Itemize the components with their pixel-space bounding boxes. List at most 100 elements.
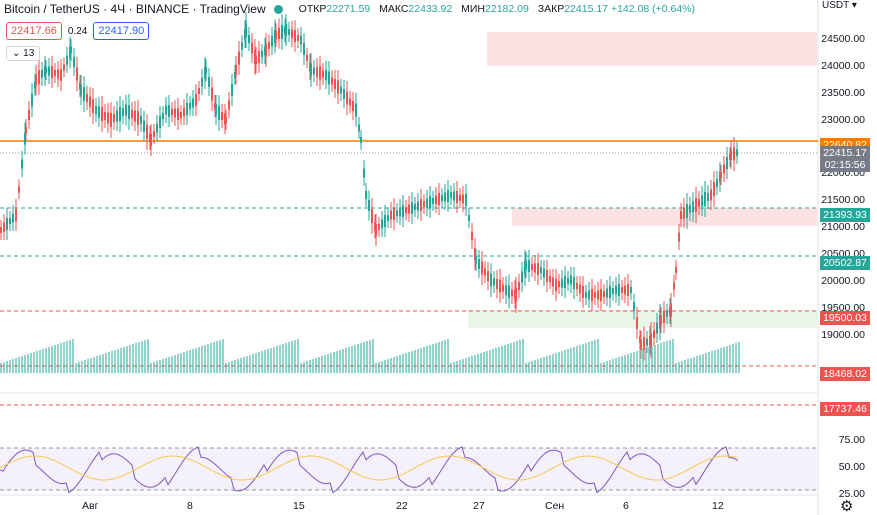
volume-bar bbox=[516, 341, 518, 373]
volume-bar bbox=[93, 357, 95, 373]
volume-bar bbox=[306, 361, 308, 373]
candle-body bbox=[83, 87, 85, 101]
candle-body bbox=[653, 330, 655, 338]
sell-button[interactable]: 22417.66 bbox=[6, 22, 62, 40]
volume-bar bbox=[66, 341, 68, 373]
volume-bar bbox=[678, 362, 680, 373]
volume-bar bbox=[423, 347, 425, 373]
candle-body bbox=[35, 74, 37, 86]
candle-body bbox=[618, 284, 620, 296]
volume-bar bbox=[111, 351, 113, 373]
candle-body bbox=[125, 104, 127, 116]
candle-body bbox=[86, 94, 88, 102]
volume-bar bbox=[537, 359, 539, 373]
volume-bar bbox=[177, 354, 179, 373]
candle-body bbox=[459, 195, 461, 201]
time-axis-label: 8 bbox=[187, 500, 193, 512]
candle-body bbox=[300, 35, 302, 45]
volume-bar bbox=[654, 345, 656, 373]
candle-body bbox=[502, 284, 504, 292]
candle-body bbox=[521, 271, 523, 283]
candle-body bbox=[3, 222, 5, 232]
price-tag: 02:15:56 bbox=[820, 158, 870, 172]
rsi-ma-line bbox=[0, 455, 739, 481]
volume-bar bbox=[459, 360, 461, 373]
candle-body bbox=[381, 219, 383, 229]
candle-body bbox=[281, 25, 283, 39]
candle-body bbox=[730, 150, 732, 160]
volume-bar bbox=[318, 357, 320, 373]
volume-bar bbox=[246, 356, 248, 373]
candle-body bbox=[636, 317, 638, 329]
candle-body bbox=[447, 190, 449, 202]
volume-bar bbox=[594, 340, 596, 373]
volume-bar bbox=[456, 361, 458, 373]
candle-body bbox=[80, 84, 82, 96]
volume-bar bbox=[108, 352, 110, 373]
candle-body bbox=[666, 311, 668, 317]
candle-body bbox=[543, 268, 545, 278]
candle-body bbox=[441, 195, 443, 201]
volume-bar bbox=[132, 344, 134, 373]
time-axis-label: Сен bbox=[545, 500, 565, 512]
settings-gear-icon[interactable]: ⚙ bbox=[840, 498, 854, 515]
candle-body bbox=[429, 196, 431, 208]
candle-body bbox=[319, 66, 321, 80]
volume-bar bbox=[438, 342, 440, 373]
candle-body bbox=[215, 104, 217, 116]
volume-bar bbox=[147, 339, 149, 373]
candle-body bbox=[303, 43, 305, 55]
candle-body bbox=[408, 204, 410, 214]
volume-bar bbox=[618, 357, 620, 373]
buy-button[interactable]: 22417.90 bbox=[93, 22, 150, 40]
volume-bar bbox=[693, 357, 695, 373]
volume-bar bbox=[216, 341, 218, 373]
candle-body bbox=[24, 132, 26, 145]
volume-bar bbox=[372, 339, 374, 373]
volume-bar bbox=[627, 354, 629, 373]
volume-bar bbox=[390, 358, 392, 373]
symbol-title[interactable]: Bitcoin / TetherUS · 4Ч · BINANCE · Trad… bbox=[4, 2, 266, 16]
candle-body bbox=[89, 96, 91, 108]
volume-bar bbox=[534, 360, 536, 373]
volume-bar bbox=[405, 353, 407, 373]
volume-bar bbox=[171, 356, 173, 373]
indicators-toggle[interactable]: ⌄ 13 bbox=[6, 46, 41, 61]
candle-body bbox=[417, 201, 419, 211]
candle-body bbox=[387, 215, 389, 221]
candle-body bbox=[600, 289, 602, 301]
volume-bar bbox=[366, 341, 368, 373]
volume-bar bbox=[669, 340, 671, 373]
chart-header: Bitcoin / TetherUS · 4Ч · BINANCE · Trad… bbox=[4, 0, 695, 18]
time-axis-label: 15 bbox=[293, 500, 305, 512]
volume-bar bbox=[75, 363, 77, 373]
candle-body bbox=[704, 192, 706, 206]
volume-bar bbox=[576, 346, 578, 373]
volume-bar bbox=[321, 356, 323, 373]
currency-select[interactable]: USDT ▾ bbox=[822, 0, 857, 11]
volume-bar bbox=[561, 351, 563, 373]
volume-bar bbox=[375, 363, 377, 373]
candle-body bbox=[174, 108, 176, 118]
volume-bar bbox=[210, 343, 212, 373]
candle-body bbox=[28, 110, 30, 120]
candle-body bbox=[205, 66, 207, 74]
volume-bar bbox=[135, 343, 137, 373]
candle-body bbox=[25, 126, 27, 134]
candle-body bbox=[713, 182, 715, 196]
rsi-axis-label: 75.00 bbox=[838, 434, 865, 446]
candle-body bbox=[585, 292, 587, 298]
candle-body bbox=[45, 67, 47, 73]
volume-bar bbox=[603, 362, 605, 373]
volume-bar bbox=[549, 355, 551, 373]
candle-body bbox=[140, 116, 142, 124]
candle-body bbox=[349, 98, 351, 106]
volume-bar bbox=[492, 349, 494, 373]
volume-bar bbox=[633, 352, 635, 373]
volume-bar bbox=[369, 340, 371, 373]
candle-body bbox=[570, 275, 572, 285]
candle-body bbox=[375, 224, 377, 236]
volume-bar bbox=[480, 353, 482, 373]
